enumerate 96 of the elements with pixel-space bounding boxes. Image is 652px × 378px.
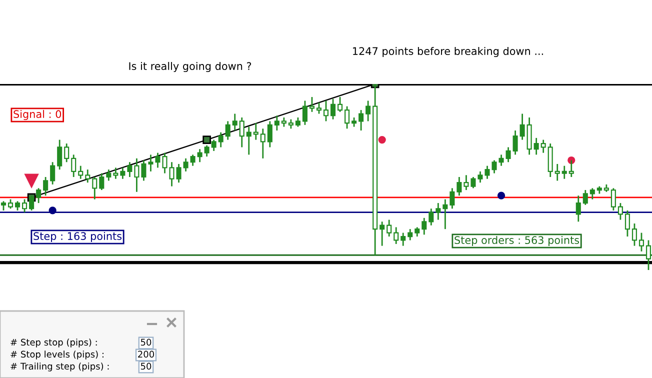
candlestick: [113, 167, 118, 180]
point: [48, 206, 56, 214]
candlestick: [316, 102, 322, 114]
candlestick: [534, 137, 539, 156]
candlestick: [204, 144, 210, 158]
candlestick: [274, 114, 280, 132]
candlestick: [64, 142, 70, 163]
candlestick: [512, 130, 518, 156]
candlestick: [0, 200, 6, 212]
candlestick: [338, 96, 343, 113]
candlestick: [78, 165, 84, 180]
text: # Step stop (pips) :: [10, 338, 97, 348]
point: [378, 136, 386, 144]
candlestick: [380, 220, 385, 247]
candlestick: [590, 187, 595, 200]
candlestick: [36, 187, 42, 204]
candlestick: [106, 168, 112, 182]
candlestick: [120, 167, 126, 180]
candlestick: [309, 96, 314, 113]
candlestick: [50, 161, 56, 186]
candlestick: [498, 154, 504, 167]
candlestick: [43, 176, 48, 196]
candlestick: [239, 116, 244, 148]
candlestick: [71, 154, 76, 178]
candlestick: [148, 154, 154, 172]
candlestick: [267, 120, 272, 148]
annotation: Step : 163 points: [34, 232, 122, 242]
candlestick: [8, 198, 14, 210]
candlestick: [456, 176, 462, 196]
candlestick: [330, 98, 336, 120]
candlestick: [183, 158, 188, 172]
candlestick: [470, 176, 476, 189]
candlestick: [141, 160, 146, 182]
candlestick: [218, 132, 224, 148]
candlestick: [610, 187, 616, 212]
candlestick: [92, 176, 98, 200]
candlestick: [225, 120, 230, 140]
candlestick: [344, 106, 350, 130]
text: 50: [140, 338, 152, 346]
candlestick: [176, 163, 182, 184]
candlestick: [632, 222, 637, 247]
candlestick: [450, 187, 455, 210]
text: # Trailing step (pips) :: [10, 362, 109, 372]
candlestick: [15, 200, 20, 212]
candlestick: [190, 154, 196, 167]
candlestick: [520, 113, 525, 140]
candlestick: [288, 118, 294, 130]
candlestick: [246, 126, 252, 156]
candlestick: [442, 198, 448, 230]
point: [202, 136, 211, 144]
candlestick: [464, 174, 469, 191]
candlestick: [582, 189, 588, 206]
text: Is it really going down ?: [129, 62, 252, 72]
candlestick: [506, 146, 511, 163]
candlestick: [260, 128, 266, 160]
candlestick: [400, 232, 406, 247]
candlestick: [352, 116, 357, 128]
candlestick: [295, 116, 300, 128]
candlestick: [540, 139, 546, 154]
text: 200: [138, 350, 154, 358]
candlestick: [253, 122, 258, 140]
candlestick: [134, 158, 140, 193]
text: 50: [140, 362, 152, 370]
candlestick: [366, 100, 371, 122]
candlestick: [436, 202, 441, 220]
candlestick: [197, 148, 202, 163]
candlestick: [85, 168, 90, 184]
candlestick: [576, 194, 581, 222]
candlestick: [281, 116, 286, 128]
candlestick: [232, 113, 238, 132]
candlestick: [408, 228, 413, 241]
point: [497, 192, 506, 200]
candlestick: [422, 217, 427, 236]
candlestick: [618, 202, 623, 220]
candlestick: [302, 100, 308, 126]
candlestick: [428, 208, 434, 226]
annotation: Signal : 0: [14, 110, 62, 120]
candlestick: [414, 226, 420, 238]
candlestick: [554, 163, 560, 182]
candlestick: [22, 198, 28, 214]
point: [24, 174, 38, 188]
candlestick: [646, 240, 652, 270]
annotation: Step orders : 563 points: [454, 236, 580, 246]
candlestick: [358, 109, 364, 132]
candlestick: [394, 226, 399, 245]
candlestick: [211, 139, 216, 152]
candlestick: [57, 139, 62, 170]
candlestick: [638, 232, 644, 252]
candlestick: [99, 172, 104, 191]
candlestick: [624, 210, 630, 238]
candlestick: [127, 161, 132, 178]
candlestick: [386, 219, 392, 238]
text: 1247 points before breaking down ...: [353, 46, 543, 58]
text: # Stop levels (pips) :: [10, 350, 104, 360]
candlestick: [323, 100, 329, 122]
candlestick: [562, 165, 567, 180]
